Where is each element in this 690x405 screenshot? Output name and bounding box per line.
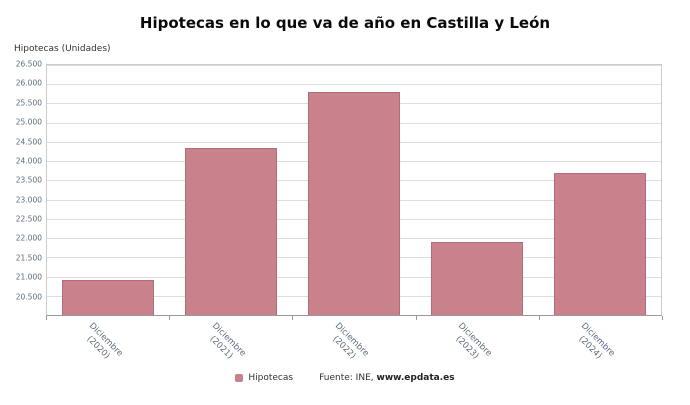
y-tick-label: 25.500 (15, 98, 42, 108)
x-tick-label: Diciembre (2024) (576, 321, 618, 362)
legend-label: Hipotecas (248, 373, 294, 383)
y-tick-label: 22.000 (15, 233, 42, 243)
x-tick-label: Diciembre (2021) (207, 321, 248, 362)
y-tick-label: 23.000 (15, 194, 42, 204)
plot-area (46, 64, 662, 316)
gridline (47, 84, 661, 86)
source-prefix: Fuente: INE, (319, 373, 374, 383)
x-tick-labels: Diciembre (2020) Diciembre (2021) Diciembre(… (46, 316, 663, 378)
y-tick-label: 24.500 (15, 136, 42, 146)
y-tick-labels: 20.500 21.000 21.500 22.000 22.500 23.000 23.5… (0, 60, 42, 316)
x-tick-mark (538, 316, 540, 320)
y-tick-label: 26.500 (15, 59, 42, 69)
x-tick-mark (292, 316, 294, 320)
source-link[interactable]: www.epdata.es (376, 373, 455, 383)
x-tick-mark (662, 316, 663, 320)
bar (553, 172, 646, 315)
bar (62, 280, 155, 315)
x-tick-mark (169, 316, 171, 320)
x-tick-label: Diciembre (2022) (330, 321, 371, 362)
y-tick-label: 23.500 (15, 175, 42, 185)
y-tick-label: 20.500 (15, 291, 42, 301)
y-tick-label: 21.500 (15, 253, 42, 263)
y-axis-title: Hipotecas (Unidades) (14, 44, 111, 54)
x-tick-label: Diciembre (2023) (453, 321, 494, 362)
x-tick-mark (415, 316, 417, 320)
bar (307, 91, 401, 315)
y-tick-label: 25.000 (15, 117, 42, 127)
x-tick-mark (46, 316, 47, 320)
bar (430, 241, 523, 315)
source: Fuente: INE, www.epdata.es (319, 373, 455, 383)
y-tick-label: 22.500 (15, 214, 42, 224)
bar (185, 148, 278, 315)
y-tick-label: 26.000 (15, 78, 42, 88)
chart-title: Hipotecas en lo que va de año en Castill… (139, 14, 551, 32)
legend: Hipotecas (235, 373, 293, 383)
legend-swatch-icon (235, 374, 244, 382)
x-tick-label: Diciembre (2020) (84, 321, 125, 362)
y-tick-label: 21.000 (15, 272, 42, 282)
y-tick-label: 24.000 (15, 156, 42, 166)
footer: Hipotecas Fuente: INE, www.epdata.es (0, 373, 690, 383)
gridline (47, 65, 661, 66)
